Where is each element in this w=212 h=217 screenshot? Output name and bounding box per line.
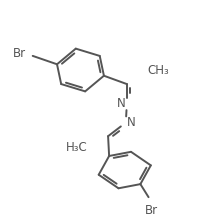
- Text: Br: Br: [145, 204, 158, 217]
- Text: H₃C: H₃C: [66, 141, 87, 154]
- Text: N: N: [117, 97, 126, 110]
- Text: CH₃: CH₃: [148, 64, 169, 77]
- Text: Br: Br: [13, 47, 26, 60]
- Text: N: N: [127, 116, 136, 129]
